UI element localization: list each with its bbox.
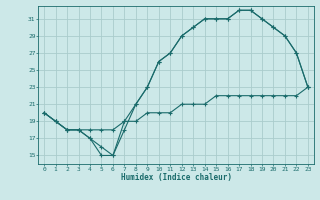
X-axis label: Humidex (Indice chaleur): Humidex (Indice chaleur) (121, 173, 231, 182)
